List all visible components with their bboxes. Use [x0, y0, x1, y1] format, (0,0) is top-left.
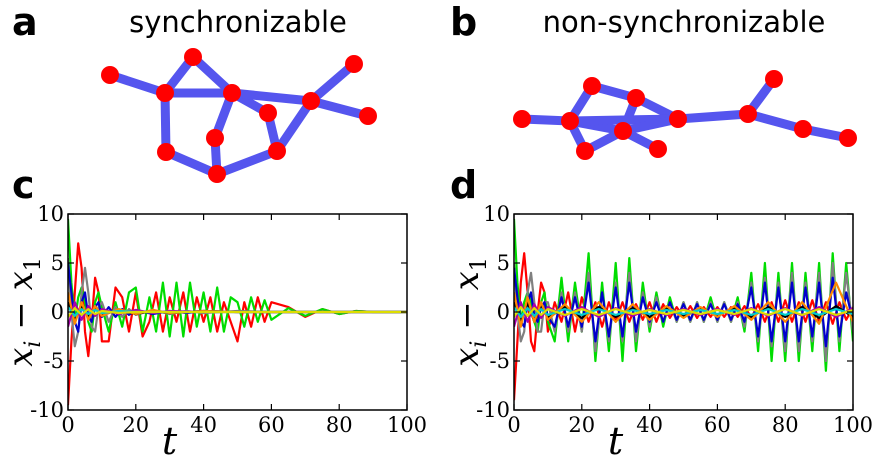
y-tick-label: -5	[490, 349, 510, 373]
y-axis-label: xi − x1	[1, 257, 46, 367]
network-node	[156, 84, 174, 102]
y-tick-label: 10	[483, 202, 510, 226]
network-node	[359, 107, 377, 125]
series-line	[68, 307, 407, 318]
y-tick-label: 5	[497, 251, 510, 275]
network-edge	[227, 88, 316, 106]
y-tick-label: 0	[497, 300, 510, 324]
series-line	[514, 306, 853, 318]
network-node	[765, 70, 783, 88]
x-tick-label: 100	[387, 413, 427, 437]
network-node	[794, 120, 812, 138]
x-tick-label: 40	[636, 413, 663, 437]
network-node	[259, 104, 277, 122]
panel-letter-c: c	[12, 163, 35, 207]
network-node	[184, 48, 202, 66]
y-tick-label: 10	[37, 202, 64, 226]
x-axis-label: t	[162, 419, 178, 456]
network-edge	[673, 109, 753, 124]
series-line	[68, 262, 407, 333]
network-node	[157, 143, 175, 161]
panel-letter-d: d	[450, 163, 477, 207]
network-node	[208, 165, 226, 183]
series-line	[68, 242, 407, 406]
x-tick-label: 0	[61, 413, 74, 437]
y-tick-label: 5	[51, 251, 64, 275]
panel-letter-b: b	[450, 0, 477, 44]
series-line	[68, 292, 407, 325]
network-node	[649, 140, 667, 158]
network-edge	[306, 59, 359, 106]
network-node	[839, 129, 857, 147]
network-edge	[212, 146, 282, 179]
x-tick-label: 20	[568, 413, 595, 437]
network-edge	[161, 147, 222, 179]
network-edge	[105, 70, 170, 98]
x-tick-label: 40	[190, 413, 217, 437]
series-group	[68, 218, 407, 406]
network-edge	[743, 109, 808, 134]
panel-letter-a: a	[12, 0, 38, 44]
network-edge	[306, 96, 373, 121]
network-node	[614, 122, 632, 140]
series-group	[514, 218, 853, 401]
series-line	[68, 218, 407, 338]
network-node	[345, 55, 363, 73]
y-tick-label: -10	[30, 398, 64, 422]
series-line	[514, 218, 853, 372]
network-node	[302, 92, 320, 110]
network-node	[206, 129, 224, 147]
network-node	[561, 112, 579, 130]
x-tick-label: 60	[704, 413, 731, 437]
x-tick-label: 20	[122, 413, 149, 437]
x-tick-label: 60	[258, 413, 285, 437]
series-line	[514, 267, 853, 348]
network-node	[513, 110, 531, 128]
y-axis-label: xi − x1	[447, 257, 492, 367]
x-tick-label: 80	[772, 413, 799, 437]
x-tick-label: 100	[833, 413, 873, 437]
network-node	[268, 142, 286, 160]
network-edge	[618, 114, 683, 136]
network-b	[513, 70, 857, 160]
network-node	[739, 105, 757, 123]
network-node	[576, 142, 594, 160]
network-node	[101, 66, 119, 84]
network-edge	[272, 96, 316, 156]
y-tick-label: 0	[51, 300, 64, 324]
network-edge	[160, 88, 171, 157]
y-tick-label: -10	[476, 398, 510, 422]
x-axis-label: t	[608, 419, 624, 456]
x-tick-label: 0	[507, 413, 520, 437]
x-tick-label: 80	[326, 413, 353, 437]
y-tick-label: -5	[44, 349, 64, 373]
plot-c: 0 20 40 60 80 100 -10 -5 0 5 10 t xi − x1	[1, 202, 427, 456]
network-node	[223, 84, 241, 102]
network-a	[101, 48, 377, 183]
network-node	[669, 110, 687, 128]
network-node	[583, 77, 601, 95]
plot-d: 0 20 40 60 80 100 -10 -5 0 5 10 t xi − x1	[447, 202, 873, 456]
panel-title-a: synchronizable	[129, 5, 347, 39]
network-node	[627, 89, 645, 107]
panel-title-b: non-synchronizable	[543, 5, 826, 39]
